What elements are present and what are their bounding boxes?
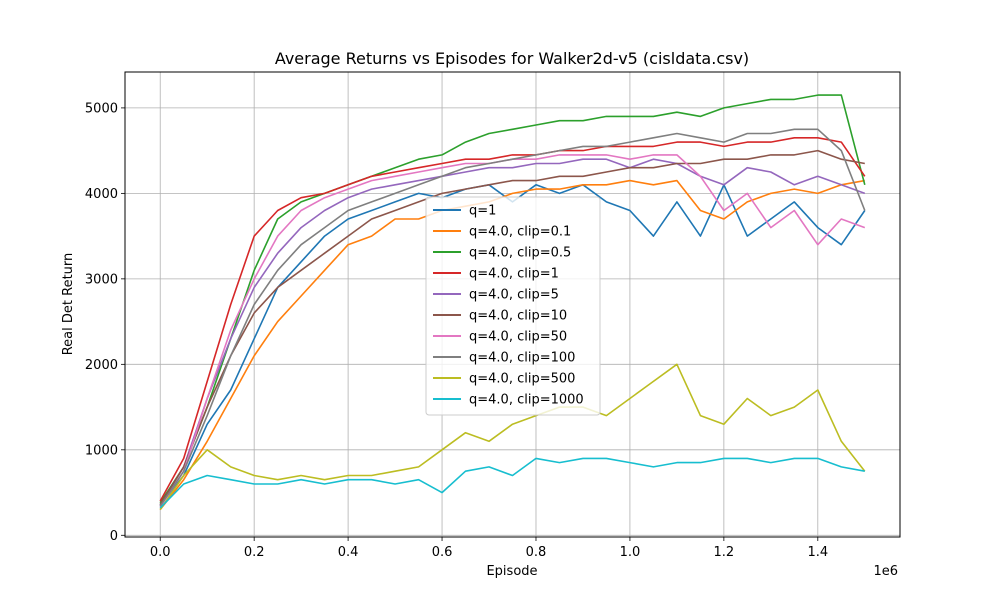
legend-label: q=1 <box>469 204 496 219</box>
y-axis-label: Real Det Return <box>61 253 76 356</box>
legend: q=1 q=4.0, clip=0.1 q=4.0, clip=0.5 q=4.0, … <box>425 196 601 416</box>
x-tick-label: 0.2 <box>244 545 265 560</box>
x-tick-label: 0.0 <box>150 545 171 560</box>
ticks: 0.0 0.2 0.4 0.6 0.8 1.0 1.2 1.4 0 1000 2000 3000 400… <box>85 101 828 560</box>
y-tick-label: 4000 <box>85 187 118 202</box>
series-line-q-4-0-clip-0-5 <box>159 94 866 504</box>
x-tick-label: 0.6 <box>432 545 453 560</box>
series-line-q-4-0-clip-100 <box>159 128 866 507</box>
y-tick-label: 2000 <box>85 358 118 373</box>
series-line-q-4-0-clip-500 <box>159 363 866 511</box>
legend-label: q=4.0, clip=500 <box>469 372 575 387</box>
series-line-q-4-0-clip-10 <box>159 149 865 505</box>
series-line-q-4-0-clip-1000 <box>159 457 865 509</box>
x-tick-label: 1.4 <box>807 545 828 560</box>
x-tick-label: 0.4 <box>338 545 359 560</box>
series-line-q-4-0-clip-1 <box>159 137 866 502</box>
y-tick-label: 0 <box>110 529 118 544</box>
x-tick-label: 1.0 <box>620 545 641 560</box>
x-tick-label: 0.8 <box>526 545 547 560</box>
legend-label: q=4.0, clip=0.5 <box>469 246 571 261</box>
y-tick-label: 1000 <box>85 443 118 458</box>
y-tick-label: 5000 <box>85 101 118 116</box>
x-tick-label: 1.2 <box>714 545 735 560</box>
series-line-q-4-0-clip-0-1 <box>159 179 865 511</box>
legend-label: q=4.0, clip=1000 <box>469 393 584 408</box>
y-tick-label: 3000 <box>85 272 118 287</box>
legend-box <box>425 196 601 416</box>
x-axis-label: Episode <box>486 564 537 579</box>
legend-label: q=4.0, clip=5 <box>469 288 559 303</box>
legend-label: q=4.0, clip=1 <box>469 267 559 282</box>
legend-label: q=4.0, clip=50 <box>469 330 567 345</box>
x-axis-offset-label: 1e6 <box>873 564 898 579</box>
legend-label: q=4.0, clip=100 <box>469 351 575 366</box>
legend-label: q=4.0, clip=0.1 <box>469 225 571 240</box>
plot-frame <box>124 71 901 538</box>
legend-label: q=4.0, clip=10 <box>469 309 567 324</box>
chart-title: Average Returns vs Episodes for Walker2d… <box>275 49 749 68</box>
series-line-q-4-0-clip-5 <box>159 158 866 506</box>
